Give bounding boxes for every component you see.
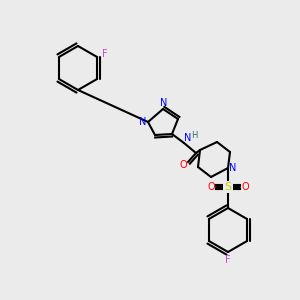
Text: H: H [191, 130, 197, 140]
Text: N: N [229, 163, 237, 173]
Text: S: S [224, 182, 232, 192]
Text: F: F [225, 255, 231, 265]
Text: O: O [207, 182, 215, 192]
Text: O: O [241, 182, 249, 192]
Text: N: N [160, 98, 168, 108]
Text: N: N [184, 133, 192, 143]
Text: N: N [139, 117, 147, 127]
Text: F: F [102, 49, 108, 59]
Text: O: O [179, 160, 187, 170]
